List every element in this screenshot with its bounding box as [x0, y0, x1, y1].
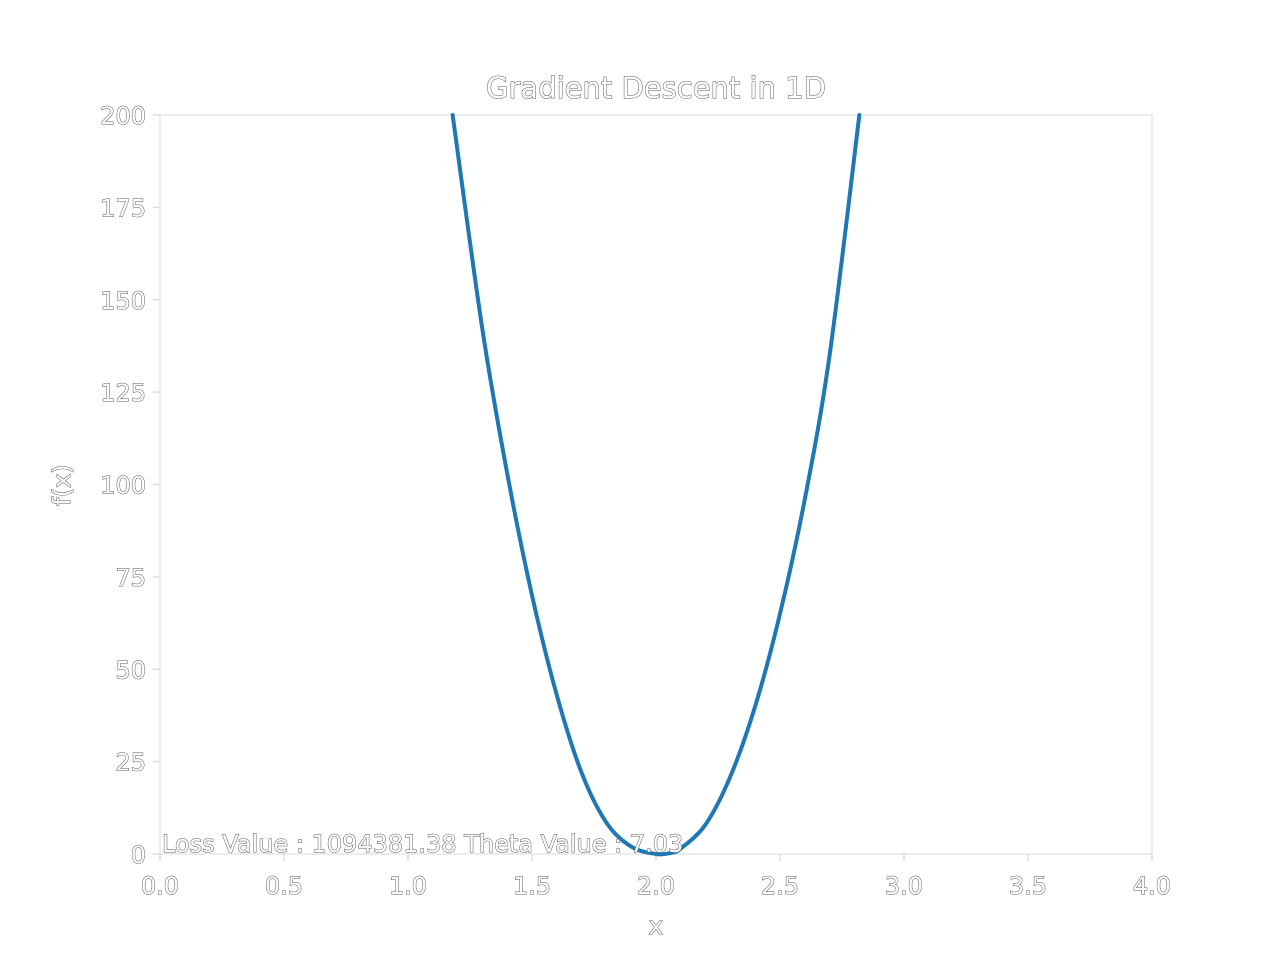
series-layer: [450, 113, 862, 857]
x-tick-label: 3.0: [885, 872, 923, 900]
y-tick-label: 175: [100, 194, 146, 222]
y-tick-label: 0: [131, 841, 146, 869]
loss-curve-line: [450, 113, 862, 857]
x-tick-label: 0.0: [141, 872, 179, 900]
y-tick-label: 50: [115, 656, 146, 684]
ticks-group: 0.0 0.5 1.0 1.5 2.0 2.5 3.0 3.5 4.0 0 25 50 75 100 125…: [100, 102, 1172, 901]
x-tick-label: 1.0: [389, 872, 427, 900]
y-tick-label: 200: [100, 102, 146, 130]
x-tick-label: 3.5: [1009, 872, 1047, 900]
chart-title: Gradient Descent in 1D: [486, 71, 826, 105]
x-tick-label: 0.5: [265, 872, 303, 900]
y-tick-label: 100: [100, 472, 146, 500]
x-tick-label: 2.5: [761, 872, 799, 900]
y-tick-label: 25: [115, 749, 146, 777]
x-tick-label: 4.0: [1133, 872, 1171, 900]
x-tick-label: 1.5: [513, 872, 551, 900]
y-tick-label: 125: [100, 379, 146, 407]
x-tick-label: 2.0: [637, 872, 675, 900]
y-tick-label: 150: [100, 287, 146, 315]
axes-frame: [159, 114, 1153, 855]
x-axis-label: x: [649, 912, 663, 940]
y-tick-label: 75: [115, 564, 146, 592]
y-axis-label: f(x): [48, 464, 76, 505]
loss-theta-annotation: Loss Value : 1094381.38 Theta Value : 7.…: [162, 830, 683, 858]
